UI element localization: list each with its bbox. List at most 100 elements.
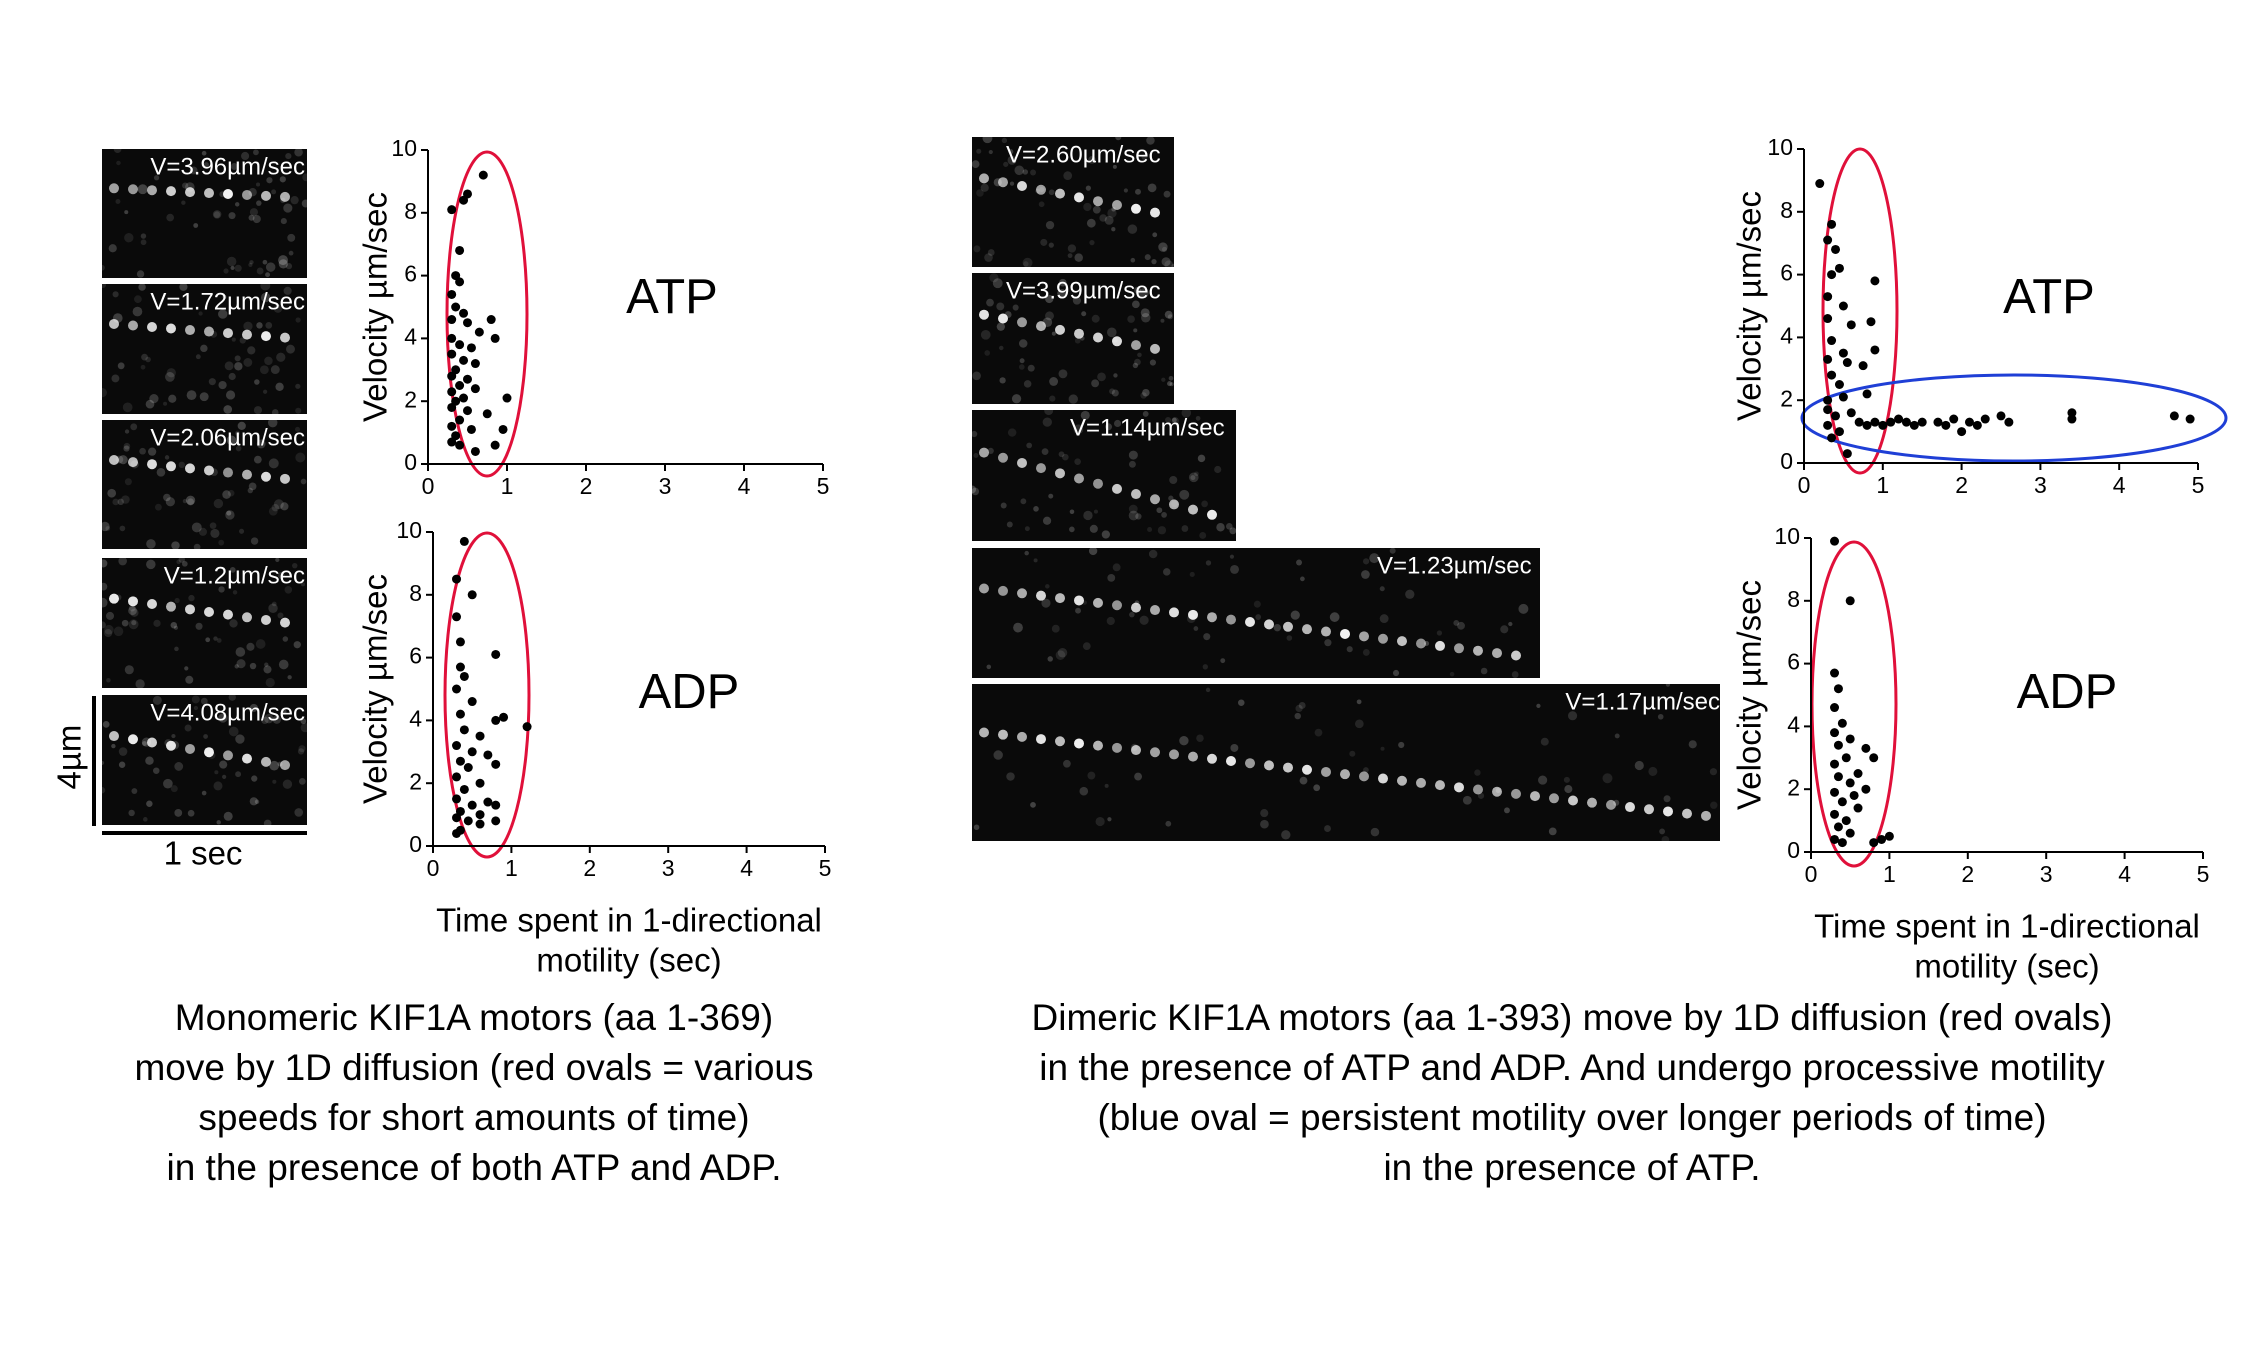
point [475,819,485,829]
noise [298,778,306,785]
noise [99,281,107,289]
noise [139,447,146,455]
y-tick-label: 10 [396,517,422,543]
noise [999,345,1004,351]
noise [97,388,107,398]
noise [1548,827,1557,836]
noise [1253,600,1261,608]
noise [1199,532,1207,539]
noise [178,556,185,563]
spot [1492,786,1502,797]
noise [1147,183,1157,193]
noise [182,498,188,504]
noise [294,426,301,432]
noise [264,713,274,724]
noise [1128,504,1138,514]
noise [1161,512,1167,518]
noise [1007,155,1017,165]
spot [998,585,1008,596]
point [452,612,462,622]
noise [97,597,108,608]
point [467,697,477,707]
noise [259,365,269,375]
point [466,424,476,434]
noise [128,604,136,612]
noise [124,210,129,215]
noise [166,368,176,378]
noise [264,356,273,366]
noise [1298,702,1306,709]
noise [1134,772,1142,781]
y-tick-label: 4 [409,705,422,731]
noise [1135,513,1142,520]
noise [980,329,991,340]
noise [246,642,255,651]
noise [1012,304,1019,311]
noise [268,506,278,516]
point [1830,668,1840,678]
noise [235,734,245,744]
noise [1436,630,1443,636]
point [459,725,469,735]
noise [1113,373,1118,378]
spot [979,309,989,320]
point [1830,834,1840,844]
noise [1107,573,1116,582]
spot [1188,609,1198,620]
noise [225,390,236,400]
noise [290,196,299,205]
point [463,406,472,416]
noise [1134,286,1142,294]
point [2067,408,2077,418]
spot [109,593,119,604]
noise [1106,327,1117,338]
kymograph [972,410,1236,541]
noise [255,639,266,649]
spot [998,729,1008,740]
noise [99,559,108,568]
noise [249,703,258,712]
noise [1152,232,1158,238]
point [1823,235,1833,245]
spot [1112,600,1122,611]
spot [223,467,233,478]
noise [1564,785,1573,794]
noise [1157,526,1167,535]
point [455,415,465,425]
noise [1179,736,1189,746]
noise [1369,553,1380,564]
noise [1255,614,1262,620]
noise [1370,827,1380,837]
point [463,816,473,826]
y-tick-label: 0 [1787,837,1800,863]
noise [222,294,227,300]
noise [123,445,130,452]
spot [1017,181,1027,191]
noise [279,176,286,183]
noise [968,485,977,494]
noise [163,493,171,502]
noise [986,664,992,670]
noise [1144,254,1151,261]
noise [298,745,306,753]
kymograph [102,558,307,688]
point [1996,411,2006,421]
noise [293,641,301,649]
noise [1398,741,1405,749]
noise [213,636,218,641]
noise [145,356,151,363]
point [447,387,457,397]
noise [122,402,133,413]
x-tick-label: 1 [1876,472,1889,498]
x-tick-label: 3 [2040,861,2053,887]
y-tick-label: 6 [409,643,422,669]
noise [1097,372,1106,382]
point [1845,596,1855,606]
noise [113,626,124,637]
point [1841,753,1851,763]
noise [201,150,207,156]
spot [1036,184,1046,195]
spot [1473,784,1483,795]
noise [1020,498,1027,505]
